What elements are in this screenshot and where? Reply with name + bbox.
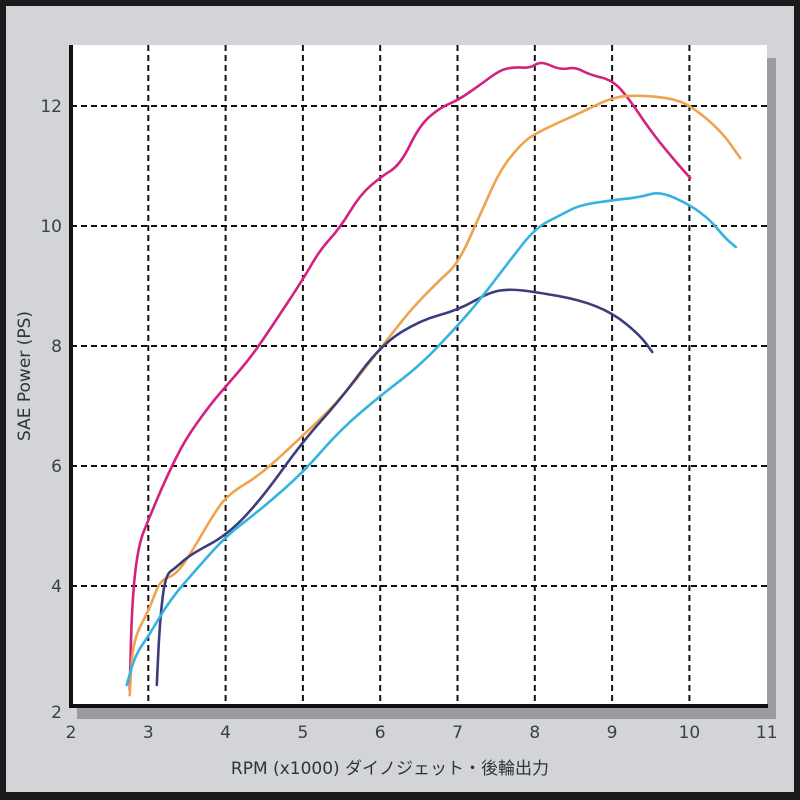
x-tick-label: 4 bbox=[220, 723, 231, 743]
right-shadow bbox=[767, 58, 776, 719]
series-line-navy bbox=[155, 288, 654, 687]
series-line-cyan bbox=[125, 192, 738, 687]
x-tick-label: 8 bbox=[529, 723, 540, 743]
y-tick-label: 8 bbox=[51, 337, 62, 357]
data-series bbox=[125, 61, 742, 697]
x-tick-label: 2 bbox=[66, 723, 77, 743]
gridlines bbox=[71, 45, 767, 706]
x-tick-label: 7 bbox=[452, 723, 463, 743]
y-tick-label: 10 bbox=[40, 217, 62, 237]
x-tick-label: 9 bbox=[607, 723, 618, 743]
x-tick-label: 11 bbox=[756, 723, 778, 743]
x-tick-label: 5 bbox=[297, 723, 308, 743]
plot-area bbox=[71, 45, 767, 706]
x-tick-label: 10 bbox=[679, 723, 701, 743]
y-tick-label: 2 bbox=[51, 703, 62, 723]
x-tick-label: 6 bbox=[375, 723, 386, 743]
x-axis-shadow bbox=[77, 707, 776, 719]
series-line-magenta bbox=[128, 61, 692, 692]
x-tick-labels: 2 3 4 5 6 7 8 9 10 11 bbox=[66, 723, 778, 743]
y-tick-labels: 2 4 6 8 10 12 bbox=[40, 97, 62, 723]
x-tick-label: 3 bbox=[143, 723, 154, 743]
y-axis-label: SAE Power (PS) bbox=[15, 311, 35, 441]
y-tick-label: 6 bbox=[51, 457, 62, 477]
y-tick-label: 12 bbox=[40, 97, 62, 117]
x-axis-label: RPM (x1000) ダイノジェット・後輪出力 bbox=[231, 759, 549, 779]
series-line-orange bbox=[128, 94, 742, 697]
y-tick-label: 4 bbox=[51, 577, 62, 597]
